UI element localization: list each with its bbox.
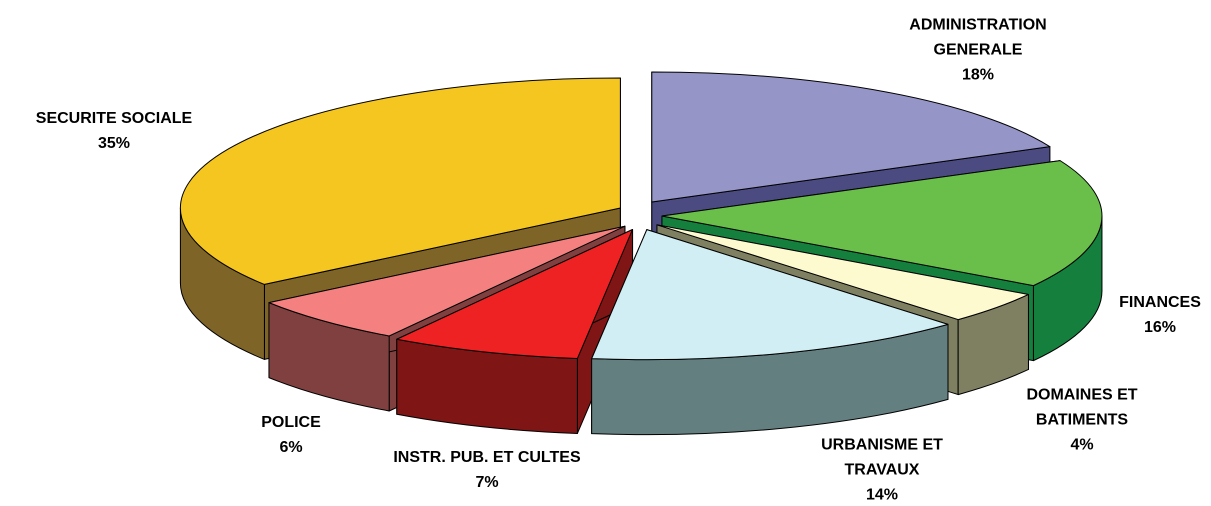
category-label: URBANISME ET TRAVAUX	[821, 436, 943, 479]
category-label: DOMAINES ET BATIMENTS	[1026, 386, 1138, 429]
value-label: 7%	[475, 474, 499, 491]
slice	[396, 228, 634, 359]
slice	[179, 77, 621, 285]
value-label: 6%	[279, 439, 303, 456]
slice	[268, 225, 626, 337]
slice	[651, 71, 1051, 203]
category-label: FINANCES	[1119, 294, 1201, 311]
data-label: SECURITE SOCIALE 35%	[0, 106, 229, 156]
category-label: INSTR. PUB. ET CULTES	[393, 449, 581, 466]
data-label: INSTR. PUB. ET CULTES 7%	[337, 445, 637, 495]
data-label: FINANCES 16%	[1100, 290, 1211, 340]
slice	[661, 160, 1103, 287]
value-label: 16%	[1143, 319, 1177, 336]
value-label: 4%	[1070, 436, 1094, 454]
category-label: SECURITE SOCIALE	[35, 110, 193, 127]
value-label: 14%	[865, 486, 899, 504]
slice	[591, 229, 949, 361]
value-label: 35%	[97, 135, 131, 152]
value-label: 18%	[961, 66, 995, 84]
data-label: URBANISME ET TRAVAUX 14%	[797, 433, 967, 506]
data-label: ADMINISTRATION GENERALE 18%	[883, 13, 1073, 88]
category-label: POLICE	[261, 414, 321, 431]
slice	[656, 224, 1029, 321]
data-label: POLICE 6%	[231, 410, 351, 460]
category-label: ADMINISTRATION GENERALE	[909, 16, 1047, 59]
data-label: DOMAINES ET BATIMENTS 4%	[997, 383, 1167, 458]
